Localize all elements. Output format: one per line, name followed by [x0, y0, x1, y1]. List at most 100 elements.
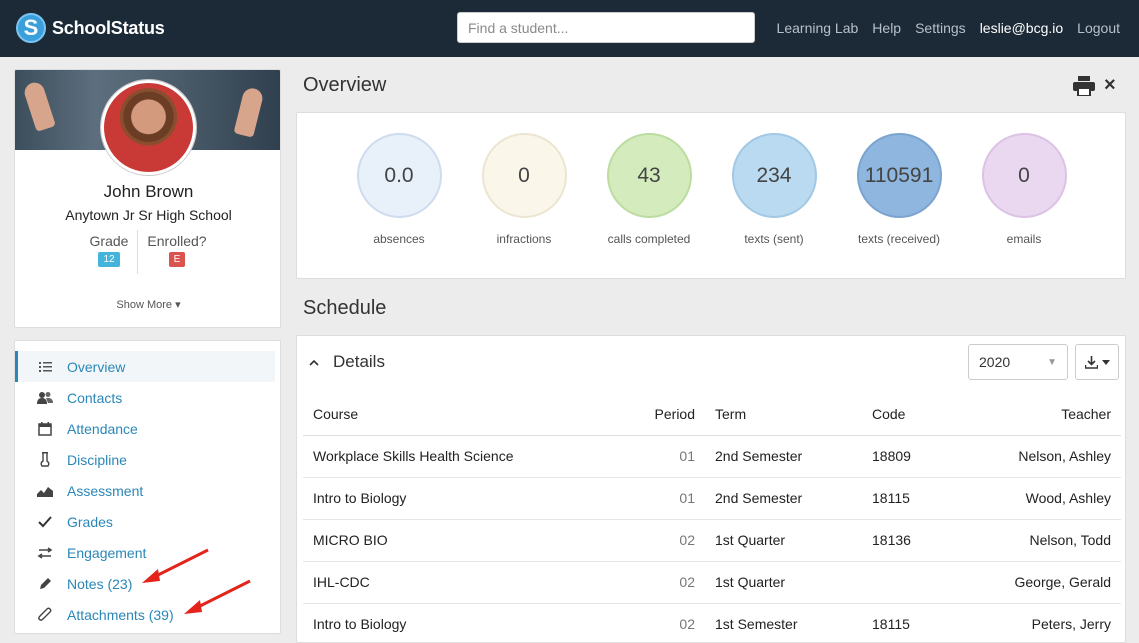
- paperclip-icon: [37, 607, 53, 623]
- sidebar-item-label: Contacts: [67, 389, 123, 406]
- sidebar-item-engagement[interactable]: Engagement: [15, 537, 280, 568]
- cell-teacher: Wood, Ashley: [982, 477, 1121, 520]
- student-name: John Brown: [103, 182, 194, 201]
- student-search-input[interactable]: [457, 12, 755, 43]
- sidebar-item-label: Grades: [67, 513, 113, 530]
- cell-course: Intro to Biology: [303, 477, 643, 520]
- sidebar-item-discipline[interactable]: Discipline: [15, 444, 280, 475]
- cell-period: 01: [643, 477, 705, 520]
- sidebar-item-notes[interactable]: Notes (23): [15, 568, 280, 599]
- sidebar-item-contacts[interactable]: Contacts: [15, 382, 280, 413]
- sidebar-item-assessment[interactable]: Assessment: [15, 475, 280, 506]
- metric-texts-received[interactable]: 110591 texts (received): [844, 133, 954, 246]
- metric-calls-completed[interactable]: 43 calls completed: [594, 133, 704, 246]
- banner-hand-right: [233, 86, 265, 138]
- close-icon[interactable]: ×: [1104, 74, 1116, 96]
- sidebar-item-overview[interactable]: Overview: [15, 351, 275, 382]
- cell-period: 02: [643, 603, 705, 642]
- metric-infractions[interactable]: 0 infractions: [469, 133, 579, 246]
- sidebar-item-grades[interactable]: Grades: [15, 506, 280, 537]
- table-header-row: Course Period Term Code Teacher: [303, 393, 1121, 436]
- nav-link-help[interactable]: Help: [872, 20, 902, 36]
- column-header-teacher[interactable]: Teacher: [982, 393, 1121, 436]
- cell-code: 18115: [862, 603, 982, 642]
- cell-period: 02: [643, 561, 705, 604]
- table-row[interactable]: Workplace Skills Health Science 01 2nd S…: [303, 435, 1121, 478]
- sidebar-item-attachments[interactable]: Attachments (39): [15, 599, 280, 630]
- enrolled-stat: Enrolled? E: [145, 233, 209, 267]
- column-header-term[interactable]: Term: [705, 393, 862, 436]
- sidebar-item-label: Engagement: [67, 544, 147, 561]
- chevron-up-icon: [309, 355, 319, 369]
- cell-course: Intro to Biology: [303, 603, 643, 642]
- metric-circle: 0.0: [356, 133, 442, 218]
- column-header-code[interactable]: Code: [862, 393, 982, 436]
- schedule-table: Course Period Term Code Teacher Workplac…: [303, 393, 1121, 642]
- student-school: Anytown Jr Sr High School: [65, 207, 232, 223]
- top-navbar: S SchoolStatus Learning Lab Help Setting…: [0, 0, 1139, 57]
- schedule-title: Schedule: [303, 297, 387, 319]
- details-label: Details: [333, 352, 385, 371]
- overview-title: Overview: [303, 74, 387, 96]
- metric-value: 0.0: [384, 163, 414, 187]
- year-select[interactable]: 2020 ▼: [968, 344, 1068, 380]
- cell-code: 18136: [862, 519, 982, 562]
- metric-absences[interactable]: 0.0 absences: [344, 133, 454, 246]
- cell-period: 02: [643, 519, 705, 562]
- student-sidebar-nav: Overview Contacts Attendance Discipline …: [14, 340, 281, 634]
- schoolstatus-logo-icon: S: [16, 13, 46, 43]
- details-toggle[interactable]: Details: [309, 352, 385, 372]
- nav-link-logout[interactable]: Logout: [1077, 20, 1120, 36]
- enrolled-badge: E: [168, 252, 186, 267]
- check-icon: [37, 514, 53, 530]
- cell-term: 1st Semester: [705, 603, 862, 642]
- cell-course: IHL-CDC: [303, 561, 643, 604]
- cell-term: 2nd Semester: [705, 477, 862, 520]
- metric-value: 43: [637, 163, 661, 187]
- cell-code: 18115: [862, 477, 982, 520]
- show-more-button[interactable]: Show More ▾: [116, 299, 181, 311]
- nav-user-email[interactable]: leslie@bcg.io: [979, 20, 1064, 36]
- metric-label: absences: [373, 232, 425, 246]
- cell-course: Workplace Skills Health Science: [303, 435, 643, 478]
- print-icon[interactable]: [1073, 76, 1095, 96]
- area-chart-icon: [37, 483, 53, 499]
- column-header-period[interactable]: Period: [643, 393, 705, 436]
- cell-teacher: George, Gerald: [982, 561, 1121, 604]
- metric-value: 234: [756, 163, 792, 187]
- grade-badge: 12: [98, 252, 120, 267]
- metric-texts-sent[interactable]: 234 texts (sent): [719, 133, 829, 246]
- column-header-course[interactable]: Course: [303, 393, 643, 436]
- metric-value: 0: [1018, 163, 1030, 187]
- caret-down-icon: [1101, 359, 1110, 365]
- caret-down-icon: ▼: [1047, 356, 1057, 368]
- download-icon: [1084, 355, 1098, 369]
- sidebar-item-label: Overview: [67, 358, 126, 375]
- cell-teacher: Peters, Jerry: [982, 603, 1121, 642]
- calendar-icon: [37, 421, 53, 437]
- list-icon: [37, 359, 53, 375]
- metric-label: emails: [1006, 232, 1042, 246]
- nav-link-learning-lab[interactable]: Learning Lab: [776, 20, 859, 36]
- brand[interactable]: S SchoolStatus: [16, 13, 165, 43]
- sidebar-item-label: Attachments (39): [67, 606, 174, 623]
- grade-label: Grade: [89, 233, 129, 249]
- nav-link-settings[interactable]: Settings: [915, 20, 966, 36]
- cell-teacher: Nelson, Todd: [982, 519, 1121, 562]
- download-button[interactable]: [1075, 344, 1119, 380]
- nav-links: Learning Lab Help Settings leslie@bcg.io…: [777, 20, 1120, 36]
- exchange-icon: [37, 545, 53, 561]
- brand-name: SchoolStatus: [52, 17, 165, 38]
- metric-value: 110591: [864, 163, 934, 187]
- table-row[interactable]: MICRO BIO 02 1st Quarter 18136 Nelson, T…: [303, 519, 1121, 562]
- metric-circle: 0: [481, 133, 567, 218]
- sidebar-item-label: Attendance: [67, 420, 138, 437]
- table-row[interactable]: Intro to Biology 02 1st Semester 18115 P…: [303, 603, 1121, 642]
- pencil-icon: [37, 576, 53, 592]
- cell-term: 1st Quarter: [705, 519, 862, 562]
- student-avatar: [101, 80, 196, 175]
- table-row[interactable]: Intro to Biology 01 2nd Semester 18115 W…: [303, 477, 1121, 520]
- sidebar-item-attendance[interactable]: Attendance: [15, 413, 280, 444]
- metric-emails[interactable]: 0 emails: [969, 133, 1079, 246]
- table-row[interactable]: IHL-CDC 02 1st Quarter George, Gerald: [303, 561, 1121, 604]
